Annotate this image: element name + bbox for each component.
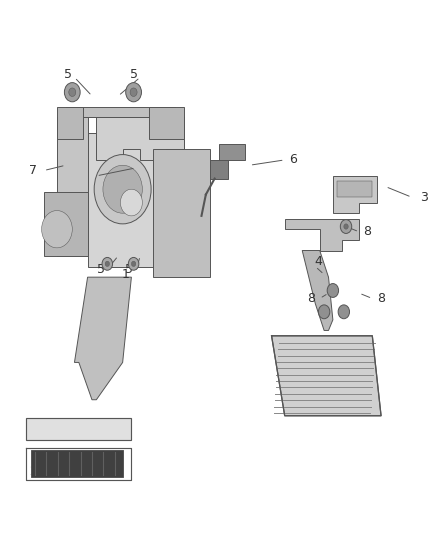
Circle shape bbox=[126, 83, 141, 102]
Text: 5: 5 bbox=[64, 68, 72, 81]
Polygon shape bbox=[219, 144, 245, 160]
Polygon shape bbox=[285, 219, 359, 251]
Text: 4: 4 bbox=[314, 255, 322, 268]
Polygon shape bbox=[44, 192, 88, 256]
Polygon shape bbox=[31, 450, 123, 477]
Text: 7: 7 bbox=[29, 164, 37, 177]
Polygon shape bbox=[302, 251, 333, 330]
Circle shape bbox=[102, 257, 113, 270]
Circle shape bbox=[64, 83, 80, 102]
Text: 1: 1 bbox=[121, 268, 129, 281]
Circle shape bbox=[42, 211, 72, 248]
Polygon shape bbox=[210, 160, 228, 179]
Polygon shape bbox=[333, 176, 377, 213]
Circle shape bbox=[344, 224, 348, 229]
Circle shape bbox=[120, 189, 142, 216]
Polygon shape bbox=[149, 107, 184, 139]
Circle shape bbox=[318, 305, 330, 319]
Polygon shape bbox=[57, 107, 83, 139]
Circle shape bbox=[327, 284, 339, 297]
Text: 6: 6 bbox=[289, 154, 297, 166]
Circle shape bbox=[130, 88, 137, 96]
Circle shape bbox=[94, 155, 151, 224]
Text: 8: 8 bbox=[307, 292, 315, 305]
Text: 5: 5 bbox=[97, 263, 105, 276]
Circle shape bbox=[105, 261, 110, 266]
Polygon shape bbox=[66, 107, 175, 117]
Polygon shape bbox=[74, 277, 131, 400]
Circle shape bbox=[340, 220, 352, 233]
Circle shape bbox=[69, 88, 76, 96]
Text: 5: 5 bbox=[130, 68, 138, 81]
Text: 5: 5 bbox=[125, 263, 133, 276]
Text: 3: 3 bbox=[420, 191, 428, 204]
Text: 2: 2 bbox=[29, 465, 37, 478]
Text: 8: 8 bbox=[377, 292, 385, 305]
Polygon shape bbox=[88, 133, 184, 266]
Circle shape bbox=[128, 257, 139, 270]
Polygon shape bbox=[337, 181, 372, 197]
Polygon shape bbox=[26, 418, 131, 440]
Polygon shape bbox=[57, 117, 184, 160]
Circle shape bbox=[103, 165, 142, 213]
Circle shape bbox=[131, 261, 136, 266]
Text: 8: 8 bbox=[364, 225, 371, 238]
Circle shape bbox=[338, 305, 350, 319]
Polygon shape bbox=[57, 117, 88, 256]
Polygon shape bbox=[272, 336, 381, 416]
Polygon shape bbox=[153, 149, 210, 277]
